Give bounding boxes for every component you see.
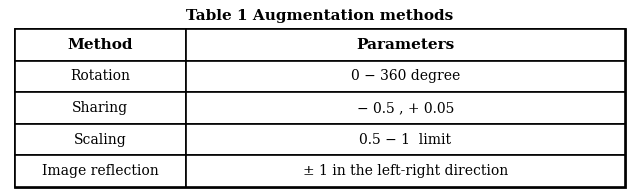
- Text: Method: Method: [68, 38, 133, 52]
- Text: 0.5 − 1  limit: 0.5 − 1 limit: [360, 133, 451, 147]
- Text: Scaling: Scaling: [74, 133, 127, 147]
- Bar: [15, 124, 186, 155]
- Text: 0 − 360 degree: 0 − 360 degree: [351, 69, 460, 83]
- Text: Rotation: Rotation: [70, 69, 131, 83]
- Bar: [186, 61, 625, 92]
- Text: Table 1 Augmentation methods: Table 1 Augmentation methods: [186, 9, 454, 23]
- Bar: [186, 29, 625, 61]
- Text: Sharing: Sharing: [72, 101, 129, 115]
- Text: Image reflection: Image reflection: [42, 164, 159, 178]
- Bar: [15, 92, 186, 124]
- Bar: [15, 29, 625, 187]
- Bar: [15, 29, 186, 61]
- Text: − 0.5 , + 0.05: − 0.5 , + 0.05: [356, 101, 454, 115]
- Bar: [186, 155, 625, 187]
- Text: ± 1 in the left-right direction: ± 1 in the left-right direction: [303, 164, 508, 178]
- Bar: [15, 61, 186, 92]
- Bar: [186, 92, 625, 124]
- Bar: [186, 124, 625, 155]
- Bar: [15, 155, 186, 187]
- Text: Parameters: Parameters: [356, 38, 454, 52]
